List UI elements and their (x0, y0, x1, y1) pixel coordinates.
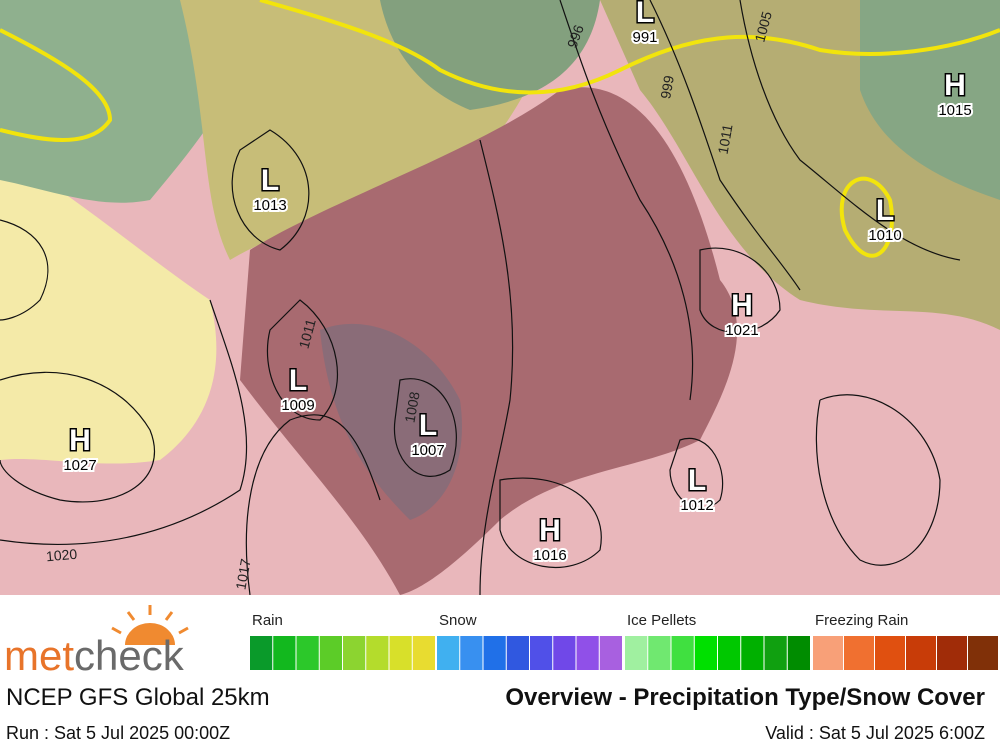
legend-swatch (741, 636, 764, 670)
isobars (0, 0, 961, 596)
pressure-center-type: L (876, 194, 894, 227)
legend-swatch (553, 636, 576, 670)
legend-swatch (764, 636, 787, 670)
land-area (240, 87, 738, 596)
legend-swatch (906, 636, 936, 670)
pressure-center-type: L (289, 364, 307, 397)
legend-swatch (273, 636, 296, 670)
legend-swatch (343, 636, 366, 670)
pressure-center-value: 1021 (725, 322, 758, 339)
isobar-label: 1017 (232, 557, 253, 591)
legend-swatch (625, 636, 648, 670)
legend-swatch (296, 636, 319, 670)
legend-label: Rain (252, 612, 283, 629)
land-area-dark (320, 323, 462, 520)
legend-swatch (250, 636, 273, 670)
pressure-center-value: 991 (632, 29, 657, 46)
logo-check: check (74, 632, 185, 679)
map (0, 0, 1000, 596)
logo-text: metcheck (4, 632, 185, 679)
legend-swatch (968, 636, 998, 670)
legend-label: Freezing Rain (815, 612, 908, 629)
legend-swatch (937, 636, 967, 670)
legend-swatch (366, 636, 389, 670)
logo: metcheck (4, 605, 189, 679)
legend-panel (0, 595, 1000, 749)
pale-yellow-area (0, 150, 217, 464)
legend: Rain Snow Ice Pellets Freezing Rain (250, 612, 998, 670)
isobar-label: 996 (564, 22, 587, 50)
legend-swatch (576, 636, 599, 670)
isobar-label: 1020 (45, 546, 78, 565)
pressure-center-type: L (636, 0, 654, 29)
pressure-center-value: 1009 (281, 397, 314, 414)
pressure-center-value: 1007 (411, 442, 444, 459)
legend-swatch (506, 636, 529, 670)
logo-met: met (4, 632, 74, 679)
pressure-center-type: L (688, 464, 706, 497)
legend-swatch (875, 636, 905, 670)
legend-swatch (787, 636, 810, 670)
legend-swatch (648, 636, 671, 670)
pressure-center-type: L (419, 409, 437, 442)
legend-swatch (389, 636, 412, 670)
legend-swatch (412, 636, 435, 670)
pressure-center-value: 1013 (253, 197, 286, 214)
pressure-center-type: H (539, 514, 561, 547)
logo-sun-rays (111, 605, 189, 635)
logo-sun (125, 623, 175, 645)
legend-swatch (671, 636, 694, 670)
pressure-center-type: H (69, 424, 91, 457)
isobar-label: 1008 (401, 390, 422, 424)
pressure-center-type: H (944, 69, 966, 102)
isobar-label: 1005 (751, 9, 775, 43)
legend-label: Ice Pellets (627, 612, 696, 629)
valid-time: Valid : Sat 5 Jul 2025 6:00Z (765, 723, 985, 743)
legend-swatch (319, 636, 342, 670)
isobar-label: 1011 (715, 123, 736, 156)
pressure-center-value: 1010 (868, 227, 901, 244)
legend-swatch (813, 636, 843, 670)
isobar-label: 999 (657, 74, 677, 100)
product-name: Overview - Precipitation Type/Snow Cover (505, 684, 985, 711)
pressure-center-value: 1027 (63, 457, 96, 474)
legend-swatch (599, 636, 622, 670)
pressure-center-type: L (261, 164, 279, 197)
legend-swatch (844, 636, 874, 670)
snow-line (839, 176, 894, 258)
legend-swatch (718, 636, 741, 670)
pressure-center-value: 1016 (533, 547, 566, 564)
pressure-center-value: 1012 (680, 497, 713, 514)
legend-swatch (694, 636, 717, 670)
legend-swatch (530, 636, 553, 670)
legend-swatch (437, 636, 460, 670)
pressure-center-type: H (731, 289, 753, 322)
pressure-center-value: 1015 (938, 102, 971, 119)
green-area (860, 0, 1000, 200)
isobar-label: 1011 (296, 317, 319, 350)
legend-swatch (483, 636, 506, 670)
legend-swatch (460, 636, 483, 670)
snow-line (0, 28, 113, 142)
model-name: NCEP GFS Global 25km (6, 684, 270, 711)
legend-label: Snow (439, 612, 477, 629)
snow-line (259, 0, 1000, 95)
run-time: Run : Sat 5 Jul 2025 00:00Z (6, 723, 230, 743)
green-area (380, 0, 600, 110)
